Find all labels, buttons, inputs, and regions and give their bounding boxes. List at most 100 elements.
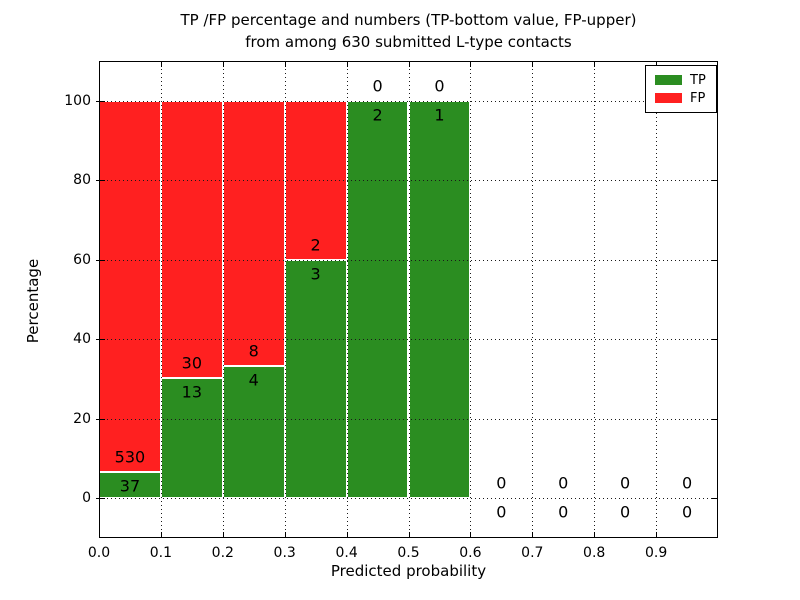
y-tick (712, 498, 718, 500)
y-tick (712, 180, 718, 182)
x-tick (532, 61, 534, 67)
fp-count-label: 30 (181, 353, 203, 373)
fp-bar-segment (222, 100, 285, 366)
x-tick (408, 61, 410, 67)
x-tick (99, 61, 100, 67)
x-tick (99, 532, 100, 538)
y-axis-label: Percentage (24, 258, 42, 344)
y-gridline (99, 339, 718, 341)
chart-title: TP /FP percentage and numbers (TP-bottom… (99, 9, 718, 53)
tp-count-label: 37 (119, 476, 141, 496)
fp-count-label: 0 (434, 76, 445, 96)
y-tick (96, 180, 105, 182)
tp-bar-segment (408, 100, 471, 499)
x-tick (160, 61, 162, 67)
x-gridline (346, 61, 348, 538)
x-tick (284, 532, 286, 538)
x-tick (222, 532, 224, 538)
x-tick-label: 0.7 (521, 545, 544, 561)
y-gridline (99, 498, 718, 500)
x-tick-label: 0.0 (87, 545, 111, 561)
x-tick (470, 61, 472, 67)
y-tick-label: 40 (73, 331, 91, 348)
tp-count-label: 0 (496, 502, 507, 522)
legend-label: TP (690, 72, 706, 88)
fp-count-label: 2 (310, 235, 321, 255)
fp-bar-segment (160, 100, 223, 379)
fp-count-label: 8 (248, 341, 259, 361)
y-tick (96, 100, 105, 102)
x-gridline (408, 61, 410, 538)
tp-bar-segment (346, 100, 409, 499)
y-tick (712, 418, 718, 420)
x-gridline (532, 61, 534, 538)
chart-title-line-2: from among 630 submitted L-type contacts (245, 33, 572, 51)
tp-count-label: 3 (310, 264, 321, 284)
y-tick (712, 259, 718, 261)
x-tick (160, 532, 162, 538)
x-tick (532, 532, 534, 538)
y-tick (96, 259, 105, 261)
x-tick-label: 0.3 (273, 545, 296, 561)
x-gridline (284, 61, 286, 538)
legend-swatch-tp (655, 75, 682, 85)
x-tick (594, 532, 596, 538)
y-tick-label: 60 (73, 251, 91, 268)
y-gridline (99, 100, 718, 102)
tp-bar-segment (99, 472, 161, 499)
x-gridline (222, 61, 224, 538)
fp-count-label: 0 (372, 76, 383, 96)
fp-count-label: 530 (114, 447, 146, 467)
x-tick-label: 0.5 (397, 545, 420, 561)
y-tick-label: 80 (73, 172, 91, 189)
y-gridline (99, 180, 718, 182)
x-tick-label: 0.1 (149, 545, 173, 561)
x-tick (656, 532, 658, 538)
y-tick-label: 0 (82, 490, 91, 507)
legend: TP FP (645, 65, 717, 113)
x-tick-label: 0.8 (583, 545, 606, 561)
x-gridline (594, 61, 596, 538)
x-tick (594, 61, 596, 67)
legend-swatch-fp (655, 93, 682, 103)
tp-count-label: 13 (181, 382, 203, 402)
x-tick-label: 0.2 (211, 545, 234, 561)
tp-count-label: 4 (248, 370, 259, 390)
legend-item: TP (655, 73, 716, 87)
x-tick (284, 61, 286, 67)
y-tick (712, 339, 718, 341)
x-tick (470, 532, 472, 538)
x-tick-label: 0.6 (459, 545, 482, 561)
y-tick (96, 498, 105, 500)
tp-bar-segment (160, 378, 223, 499)
tp-count-label: 0 (558, 502, 569, 522)
x-gridline (160, 61, 162, 538)
y-tick-label: 20 (73, 410, 91, 427)
tp-count-label: 2 (372, 105, 383, 125)
y-tick-label: 100 (64, 92, 91, 109)
fp-count-label: 0 (620, 473, 631, 493)
x-gridline (656, 61, 658, 538)
x-tick (346, 532, 348, 538)
chart-title-line-1: TP /FP percentage and numbers (TP-bottom… (180, 11, 637, 29)
fp-bar-segment (99, 100, 161, 473)
y-tick (96, 418, 105, 420)
legend-label: FP (690, 90, 706, 106)
x-tick (346, 61, 348, 67)
tp-count-label: 1 (434, 105, 445, 125)
fp-count-label: 0 (496, 473, 507, 493)
x-tick-label: 0.4 (335, 545, 358, 561)
x-tick (408, 532, 410, 538)
y-gridline (99, 259, 718, 261)
x-tick (656, 61, 658, 67)
tp-bar-segment (284, 259, 347, 499)
x-tick-label: 0.9 (644, 545, 668, 561)
tp-count-label: 0 (681, 502, 693, 522)
y-tick (96, 339, 105, 341)
tp-count-label: 0 (620, 502, 631, 522)
x-gridline (470, 61, 472, 538)
x-tick (222, 61, 224, 67)
fp-count-label: 0 (681, 473, 693, 493)
y-gridline (99, 418, 718, 420)
